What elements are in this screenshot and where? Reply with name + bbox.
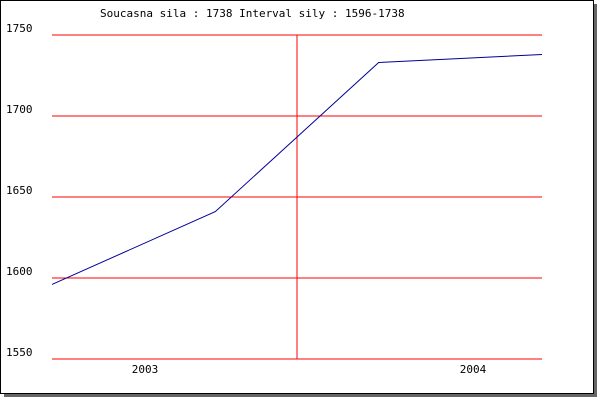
y-tick-label: 1700 [6,103,33,116]
chart-title: Soucasna sila : 1738 Interval sily : 159… [100,7,405,20]
y-tick-label: 1550 [6,346,33,359]
y-tick-label: 1750 [6,22,33,35]
x-period-label: 2004 [460,363,487,376]
data-line [51,53,543,285]
y-tick-label: 1600 [6,265,33,278]
x-period-label: 2003 [132,363,159,376]
y-tick-label: 1650 [6,184,33,197]
